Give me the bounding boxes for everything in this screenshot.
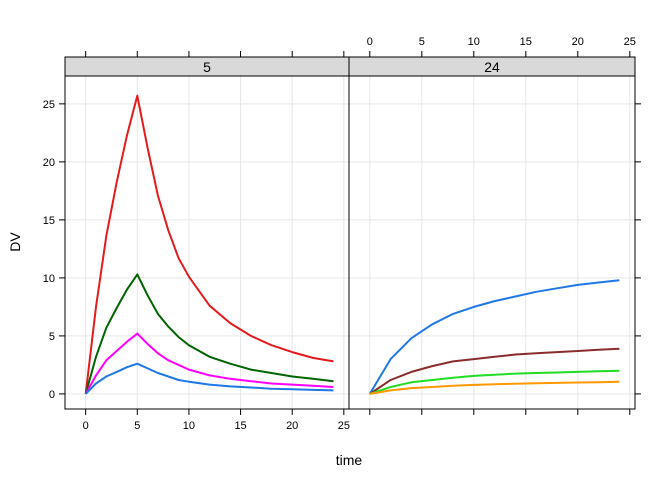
x-tick-label: 25 [624,36,636,48]
x-tick-label: 15 [520,36,532,48]
y-tick-label: 15 [43,215,55,227]
x-axis-title: time [336,452,363,468]
y-tick-label: 0 [49,389,55,401]
grid-layer [65,76,635,409]
y-axis-title: DV [7,232,23,252]
series-line [86,364,334,394]
series-line [370,280,620,394]
x-tick-label: 15 [234,420,246,432]
x-tick-label: 20 [286,420,298,432]
x-tick-label: 0 [367,36,373,48]
y-tick-label: 20 [43,157,55,169]
x-tick-label: 10 [183,420,195,432]
series-line [86,96,334,394]
x-tick-label: 10 [468,36,480,48]
x-tick-label: 5 [134,420,140,432]
x-tick-label: 5 [419,36,425,48]
panel-strip-label: 5 [203,59,211,75]
y-tick-label: 10 [43,273,55,285]
frame-layer: 5 24 [65,57,635,409]
y-tick-label: 5 [49,331,55,343]
x-tick-label: 20 [572,36,584,48]
panel-strip-label: 24 [484,59,500,75]
y-tick-label: 25 [43,99,55,111]
series-layer [86,96,620,394]
x-tick-label: 0 [83,420,89,432]
x-tick-label: 25 [338,420,350,432]
